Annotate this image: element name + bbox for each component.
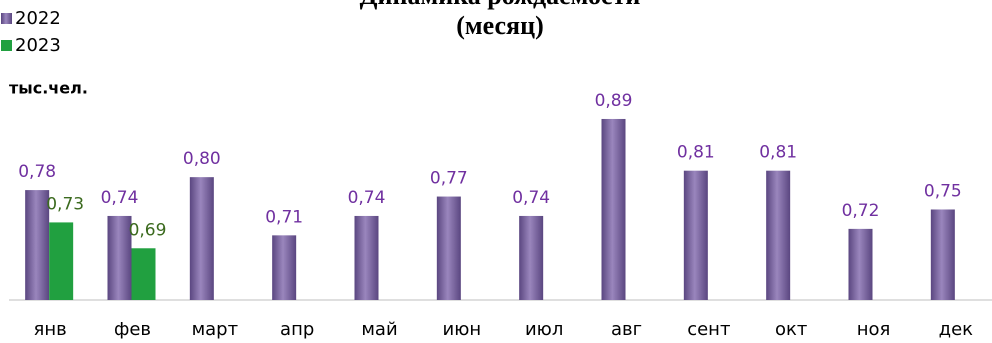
bar [272, 235, 297, 300]
value-label: 0,69 [129, 220, 167, 240]
bar [436, 196, 461, 300]
value-label: 0,81 [677, 143, 715, 163]
bar [131, 248, 156, 300]
value-label: 0,80 [183, 149, 221, 169]
x-tick-label: авг [611, 319, 642, 340]
value-label: 0,73 [46, 194, 84, 214]
bar [519, 215, 544, 300]
x-tick-label: июн [443, 319, 482, 340]
value-label: 0,75 [924, 181, 962, 201]
x-tick-label: янв [34, 319, 67, 340]
value-label: 0,77 [430, 169, 468, 189]
bar [601, 118, 626, 300]
x-tick-label: окт [775, 319, 807, 340]
chart-subtitle: (месяц) [456, 11, 543, 40]
x-tick-label: май [361, 319, 397, 340]
value-label: 0,78 [18, 162, 56, 182]
bar [766, 170, 791, 300]
x-tick-label: июл [525, 319, 563, 340]
x-tick-label: апр [280, 319, 314, 340]
value-label: 0,74 [101, 188, 139, 208]
x-tick-label: дек [939, 319, 974, 340]
legend-label: 2022 [15, 8, 61, 29]
bar [848, 228, 873, 300]
chart-title: Динамика рождаемости [360, 0, 641, 10]
bar [930, 209, 955, 300]
legend-swatch [1, 40, 12, 51]
bar [107, 215, 132, 300]
bar [49, 222, 74, 300]
legend-label: 2023 [15, 35, 61, 56]
value-label: 0,71 [265, 207, 303, 227]
value-label: 0,72 [842, 201, 880, 221]
x-tick-label: март [192, 319, 239, 340]
bar [354, 215, 379, 300]
value-label: 0,81 [759, 143, 797, 163]
bar [189, 177, 214, 300]
unit-label: тыс.чел. [9, 79, 88, 98]
bar [25, 190, 50, 300]
x-tick-label: фев [114, 319, 151, 340]
value-label: 0,74 [348, 188, 386, 208]
legend-swatch [1, 13, 12, 24]
x-tick-label: сент [687, 319, 730, 340]
x-tick-label: ноя [857, 319, 891, 340]
value-label: 0,74 [512, 188, 550, 208]
bar [683, 170, 708, 300]
value-label: 0,89 [595, 91, 633, 111]
